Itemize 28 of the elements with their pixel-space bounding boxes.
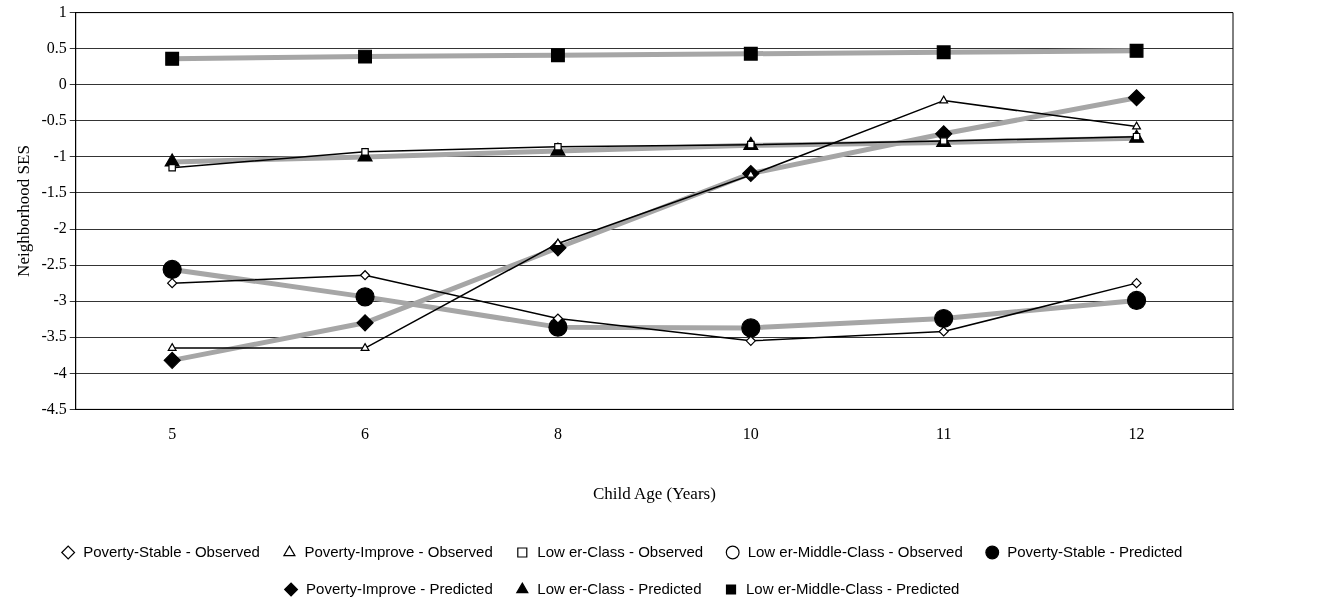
legend-label: Poverty-Improve - Observed [304, 542, 493, 560]
y-tick-label: -4.5 [41, 399, 67, 417]
y-axis-title: Neighborhood SES [13, 145, 33, 277]
y-tick-label: -2.5 [41, 255, 67, 273]
x-axis-title: Child Age (Years) [592, 484, 716, 504]
legend-label: Poverty-Improve - Predicted [306, 579, 493, 597]
y-tick-label: -1.5 [41, 183, 67, 201]
y-tick-label: 0 [58, 74, 67, 92]
legend-label: Low er-Middle-Class - Predicted [746, 579, 960, 597]
x-tick-label: 8 [553, 425, 562, 443]
y-tick-label: -4 [53, 363, 67, 381]
x-tick-label: 6 [361, 425, 370, 443]
x-tick-label: 11 [935, 425, 952, 443]
legend-label: Poverty-Stable - Observed [83, 542, 260, 560]
legend-label: Low er-Middle-Class - Observed [747, 542, 963, 560]
y-tick-label: -2 [53, 219, 67, 237]
x-tick-label: 5 [168, 425, 177, 443]
y-tick-label: -0.5 [41, 111, 67, 129]
y-tick-label: -3.5 [41, 327, 67, 345]
x-tick-label: 10 [742, 425, 759, 443]
y-tick-label: 1 [58, 2, 67, 20]
legend-label: Low er-Class - Observed [537, 542, 704, 560]
y-tick-label: -3 [53, 291, 67, 309]
y-tick-label: -1 [53, 147, 67, 165]
x-tick-label: 12 [1128, 425, 1145, 443]
legend-label: Poverty-Stable - Predicted [1007, 542, 1183, 560]
y-tick-label: 0.5 [46, 38, 67, 56]
legend-label: Low er-Class - Predicted [537, 579, 702, 597]
